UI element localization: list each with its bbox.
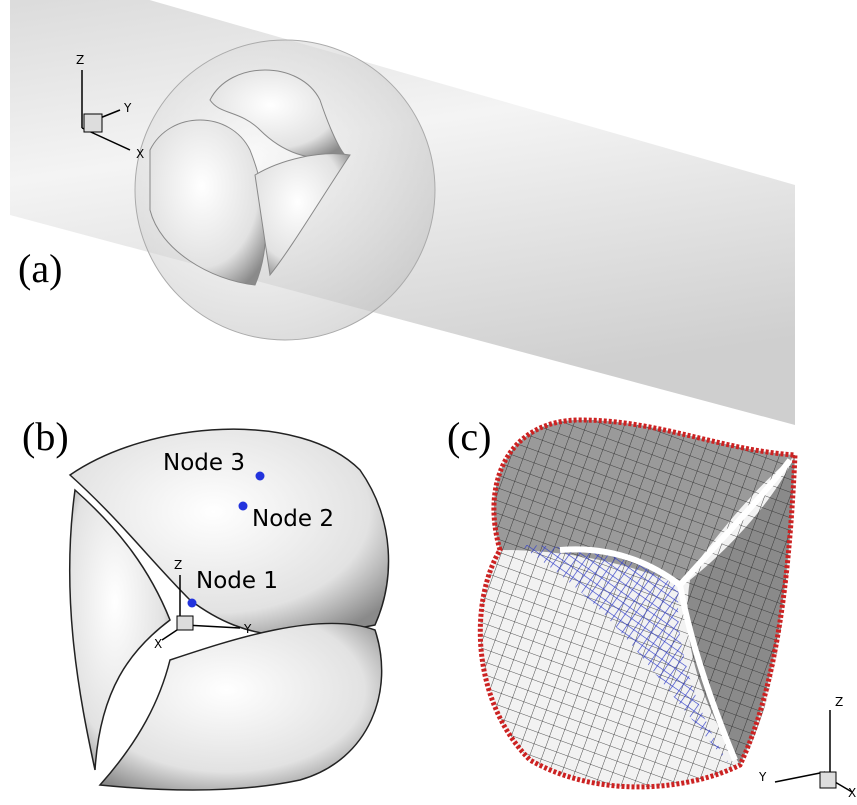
axis-label: Y xyxy=(123,101,132,115)
node-marker xyxy=(239,502,248,511)
axis-label: Z xyxy=(835,695,843,709)
node-label: Node 1 xyxy=(196,568,278,594)
panel-b: Node 3 Node 2 Node 1 (b) Z Y X xyxy=(22,414,389,790)
panel-label: (a) xyxy=(18,246,62,291)
node-marker xyxy=(188,599,197,608)
axis-label: X xyxy=(154,637,162,651)
leaflet xyxy=(100,623,382,790)
figure: (a) Z Y X Node 3 Node 2 Node 1 (b) Z Y xyxy=(0,0,857,805)
axis-triad: Z Y X xyxy=(758,695,856,800)
axis-label: X xyxy=(848,786,856,800)
panel-label: (b) xyxy=(22,414,69,459)
axis-label: Y xyxy=(243,622,252,636)
panel-c: (c) Z Y X xyxy=(447,414,856,800)
axis-label: Z xyxy=(174,558,182,572)
panel-a: (a) Z Y X xyxy=(10,0,795,425)
node-marker xyxy=(256,472,265,481)
node-label: Node 2 xyxy=(252,506,334,532)
node-label: Node 3 xyxy=(163,450,245,476)
axis-label: X xyxy=(136,147,144,161)
panel-label: (c) xyxy=(447,414,491,459)
axis-label: Z xyxy=(76,53,84,67)
axis-label: Y xyxy=(758,770,767,784)
